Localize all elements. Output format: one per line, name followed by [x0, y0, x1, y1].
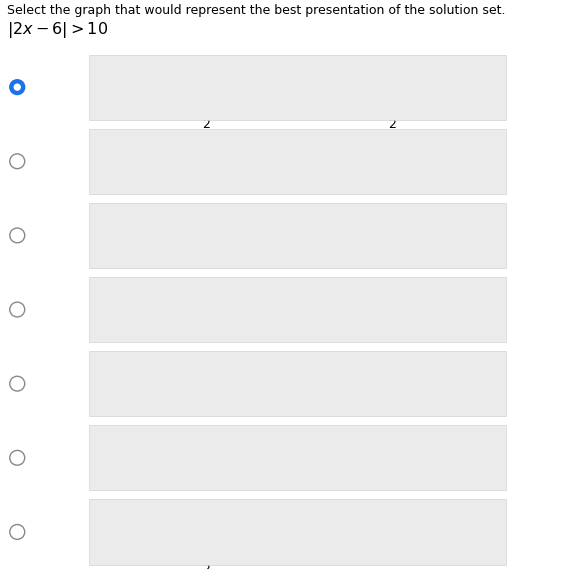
Text: $\mathbf{8}$: $\mathbf{8}$ [388, 402, 398, 415]
Text: $\mathbf{-8}$: $\mathbf{-8}$ [192, 327, 213, 340]
Text: $\mathbf{-6}$: $\mathbf{-6}$ [192, 179, 213, 192]
Text: $-\dfrac{1}{2}$: $-\dfrac{1}{2}$ [192, 105, 213, 131]
Text: $\mathbf{0}$: $\mathbf{0}$ [293, 179, 302, 192]
Text: $\mathbf{0}$: $\mathbf{0}$ [279, 550, 289, 563]
Text: $\mathbf{0}$: $\mathbf{0}$ [235, 402, 246, 415]
Text: $|2x - 6| > 10$: $|2x - 6| > 10$ [7, 20, 108, 40]
Text: $\dfrac{1}{2}$: $\dfrac{1}{2}$ [388, 105, 398, 131]
Text: $-\dfrac{3}{2}$: $-\dfrac{3}{2}$ [192, 550, 213, 569]
Text: $\mathbf{0}$: $\mathbf{0}$ [293, 105, 302, 118]
Text: $\mathbf{-2}$: $\mathbf{-2}$ [193, 402, 213, 415]
Text: $\mathbf{2}$: $\mathbf{2}$ [388, 550, 397, 563]
Text: Select the graph that would represent the best presentation of the solution set.: Select the graph that would represent th… [7, 4, 505, 17]
Text: $\mathbf{0}$: $\mathbf{0}$ [324, 327, 334, 340]
Text: $\mathbf{-4}$: $\mathbf{-4}$ [192, 476, 213, 489]
Text: $\mathbf{0}$: $\mathbf{0}$ [261, 253, 271, 266]
Text: $\mathbf{0}$: $\mathbf{0}$ [267, 476, 277, 489]
Text: $\mathbf{7}$: $\mathbf{7}$ [388, 476, 397, 489]
Text: $\mathbf{8}$: $\mathbf{8}$ [388, 253, 398, 266]
Text: $\mathbf{6}$: $\mathbf{6}$ [388, 179, 398, 192]
Text: $\mathbf{4}$: $\mathbf{4}$ [388, 327, 398, 340]
Text: $\mathbf{-4}$: $\mathbf{-4}$ [192, 253, 213, 266]
